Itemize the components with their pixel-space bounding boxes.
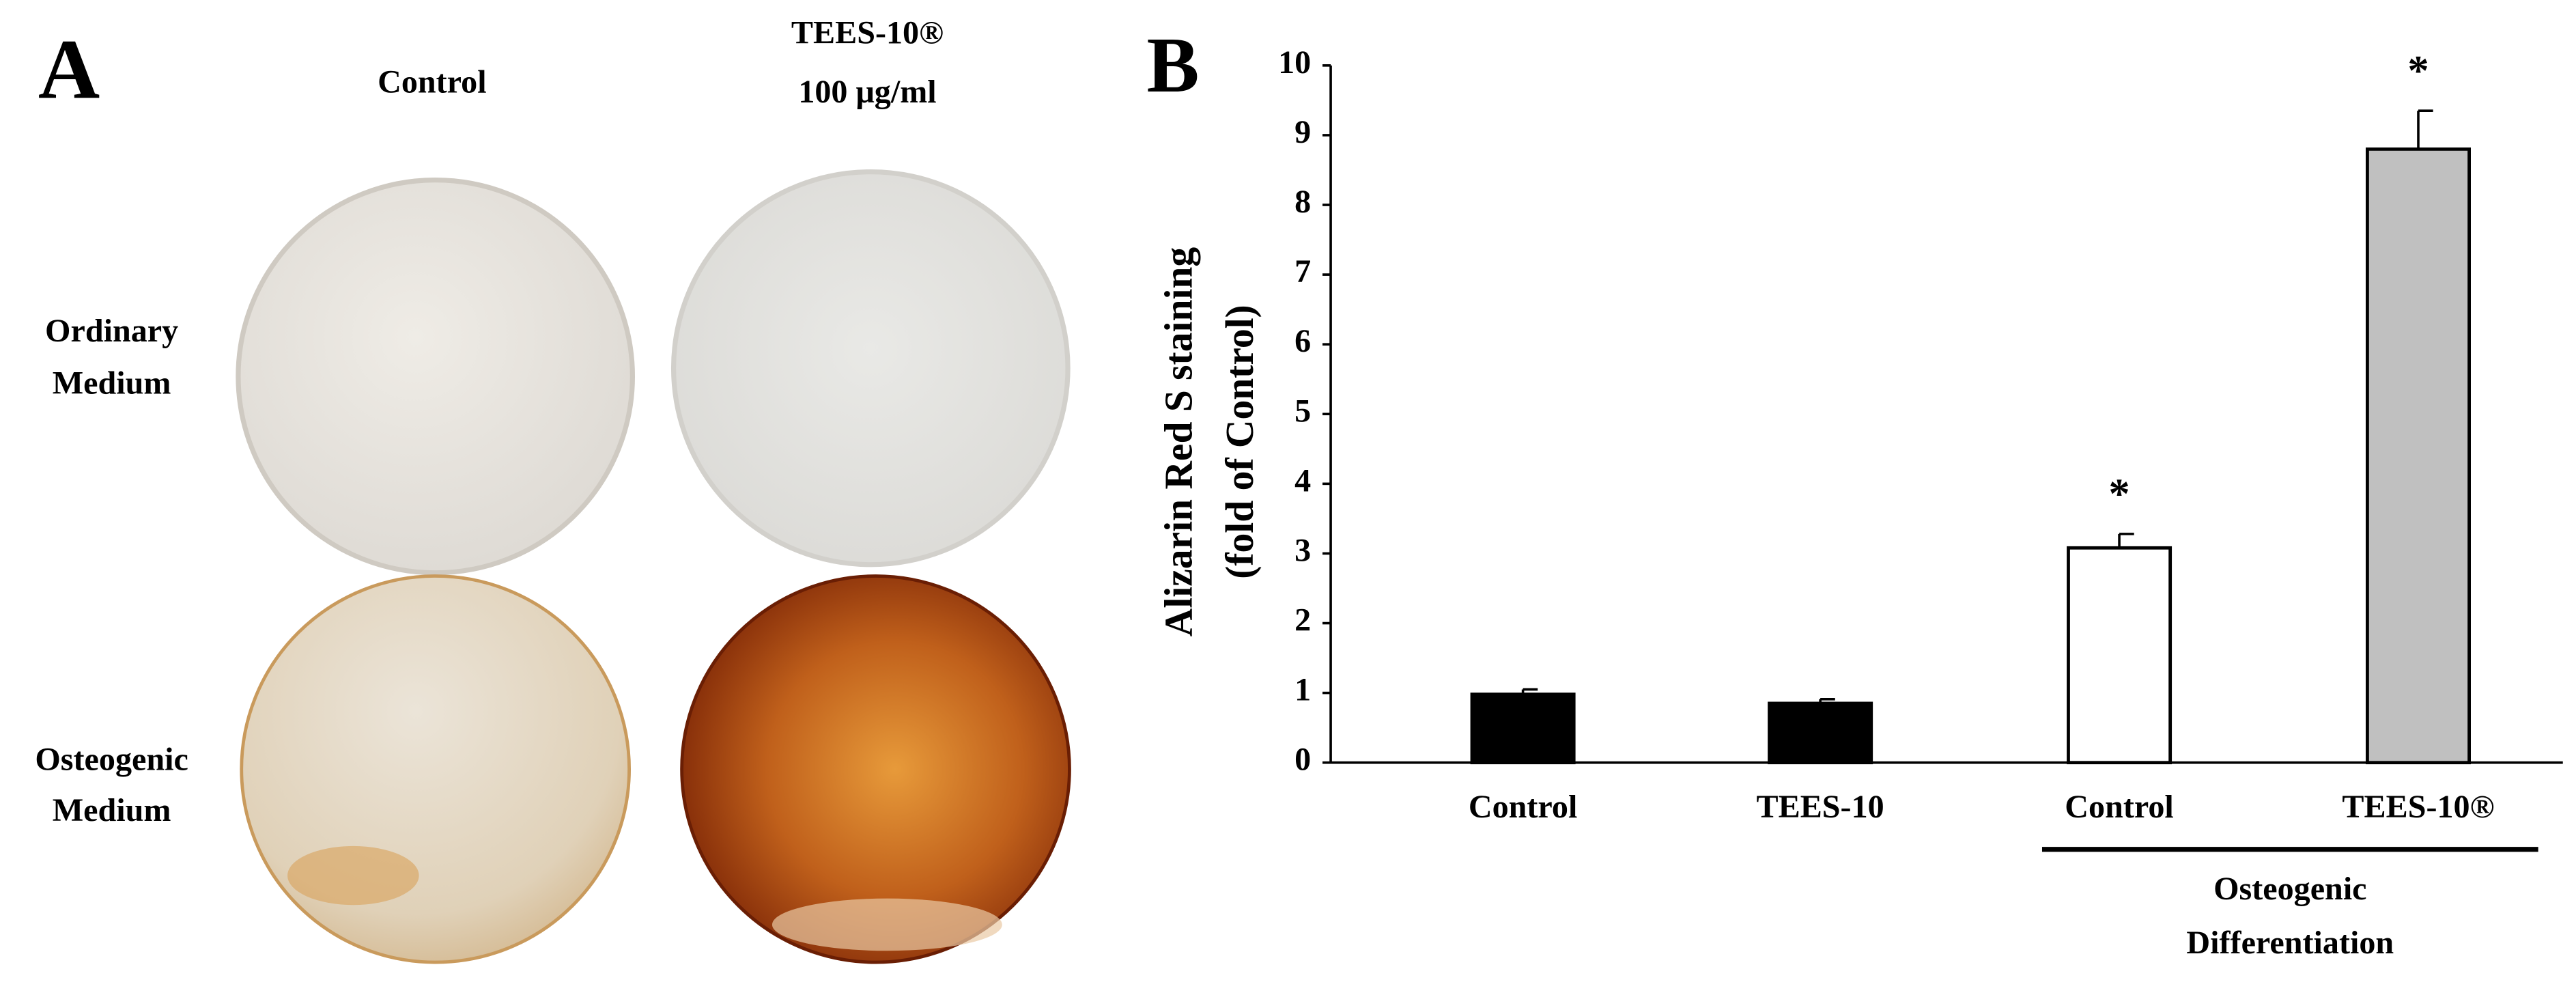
panel-label: A [38, 23, 100, 117]
y-axis-label: Alizarin Red S staining [1158, 247, 1201, 637]
row-label: Ordinary [45, 313, 178, 349]
y-tick-label: 4 [1294, 462, 1311, 499]
bar [1470, 692, 1576, 765]
y-tick-label: 6 [1294, 323, 1311, 359]
dish [670, 169, 1071, 567]
y-tick-label: 1 [1294, 672, 1311, 708]
x-tick-label: Control [1469, 789, 1577, 825]
stain [772, 898, 1002, 951]
group-label: Osteogenic [2213, 871, 2366, 907]
group-label: Differentiation [2186, 925, 2394, 961]
bar [1768, 701, 1873, 765]
y-axis-label: (fold of Control) [1219, 305, 1262, 578]
y-tick-label: 9 [1294, 114, 1311, 150]
y-tick-label: 10 [1278, 44, 1311, 81]
row-label: Medium [53, 365, 171, 402]
dish [240, 574, 631, 964]
column-header: TEES-10® [791, 15, 944, 51]
column-header: 100 μg/ml [798, 74, 936, 110]
bar [2067, 546, 2172, 765]
x-tick-label: Control [2065, 789, 2173, 825]
y-tick-label: 5 [1294, 393, 1311, 429]
column-header: Control [378, 64, 486, 100]
dish [236, 178, 636, 576]
y-tick-label: 7 [1294, 253, 1311, 290]
bar [2366, 147, 2471, 765]
y-tick-label: 8 [1294, 184, 1311, 220]
panel-label: B [1147, 21, 1200, 109]
significance-mark: * [2407, 46, 2429, 94]
row-label: Medium [53, 792, 171, 828]
stain [287, 845, 419, 906]
y-tick-label: 3 [1294, 533, 1311, 569]
x-tick-label: TEES-10® [2342, 789, 2494, 825]
x-tick-label: TEES-10 [1757, 789, 1884, 825]
significance-mark: * [2108, 470, 2129, 518]
y-tick-label: 0 [1294, 742, 1311, 778]
dish [680, 574, 1071, 964]
y-tick-label: 2 [1294, 602, 1311, 639]
dishes [236, 169, 1071, 964]
row-label: Osteogenic [35, 742, 188, 778]
